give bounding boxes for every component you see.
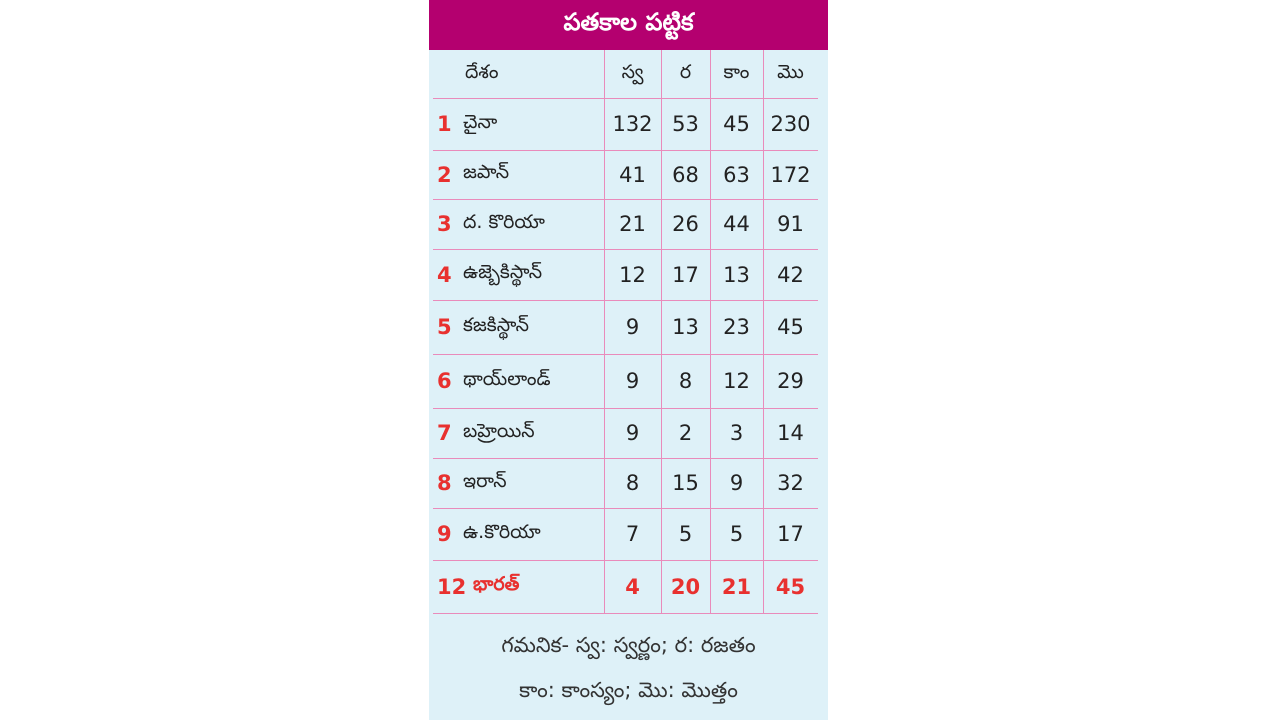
row-divider [433,249,818,250]
country: ఉ.కొరియా [463,520,541,543]
medal-count: 21 [721,574,752,599]
country: బహ్రెయిన్ [463,419,535,442]
medal-count: 21 [619,212,646,236]
medal-count: 45 [775,574,806,599]
country: చైనా [463,110,498,133]
rank: 9 [437,522,452,546]
medal-count: 91 [777,212,804,236]
column-divider [604,50,605,613]
medal-count: 32 [777,471,804,495]
row-divider [433,98,818,99]
medal-count: 9 [625,369,640,393]
country: భారత్ [473,573,520,595]
footnote: కాం: కాంస్యం; మొ: మొత్తం [519,678,738,702]
medal-count: 15 [672,471,699,495]
medal-count: 29 [777,369,804,393]
country: థాయ్‌లాండ్ [463,367,551,390]
rank: 12 [437,574,467,599]
footnote: గమనిక- స్వ: స్వర్ణం; ర: రజతం [501,633,756,657]
medal-count: 68 [672,162,699,187]
column-header: ర [679,60,692,83]
table-title: పతకాల పట్టిక [429,0,828,50]
rank: 2 [437,162,452,187]
medal-count: 4 [625,574,640,599]
medal-count: 53 [672,112,699,136]
medal-count: 17 [777,522,804,546]
rank: 8 [437,471,452,495]
medal-count: 5 [678,522,693,546]
medal-count: 45 [777,315,804,339]
row-divider [433,458,818,459]
medal-count: 230 [770,112,811,136]
row-divider [433,613,818,614]
rank: 4 [437,262,452,287]
medal-count: 42 [777,262,804,287]
medal-table-panel: పతకాల పట్టిక దేశం స్వ ర కాం మొ 1 చైనా 132 53 45 23… [429,0,828,720]
medal-count: 12 [723,369,750,393]
column-header: స్వ [621,60,644,83]
medal-count: 172 [770,162,811,187]
row-divider [433,408,818,409]
medal-count: 8 [625,471,640,495]
medal-count: 44 [723,212,750,236]
row-divider [433,354,818,355]
column-header: దేశం [465,60,499,83]
medal-count: 63 [723,162,750,187]
rank: 7 [437,421,452,445]
country: ఉజ్బెకిస్థాన్ [463,261,543,283]
medal-count: 132 [612,112,653,136]
medal-count: 9 [625,421,640,445]
row-divider [433,199,818,200]
row-divider [433,508,818,509]
medal-count: 7 [625,522,640,546]
rank: 5 [437,315,452,339]
medal-count: 2 [678,421,693,445]
medal-count: 17 [672,262,699,287]
row-divider [433,300,818,301]
column-header: కాం [723,60,750,83]
country: కజకిస్థాన్ [463,313,529,336]
medal-count: 8 [678,369,693,393]
column-header: మొ [777,60,804,83]
column-divider [710,50,711,613]
medal-count: 3 [729,421,744,445]
medal-count: 20 [670,574,701,599]
medal-count: 13 [672,315,699,339]
medal-count: 23 [723,315,750,339]
column-divider [763,50,764,613]
medal-count: 12 [619,262,646,287]
medal-count: 5 [729,522,744,546]
row-divider [433,560,818,561]
column-divider [661,50,662,613]
medal-count: 45 [723,112,750,136]
rank: 6 [437,369,452,393]
medal-count: 9 [625,315,640,339]
rank: 3 [437,212,452,236]
country: ద. కొరియా [463,210,545,233]
rank: 1 [437,112,452,136]
medal-count: 13 [723,262,750,287]
country: జపాన్ [463,161,510,183]
medal-count: 41 [619,162,646,187]
medal-count: 14 [777,421,804,445]
medal-count: 9 [729,471,744,495]
row-divider [433,150,818,151]
medal-count: 26 [672,212,699,236]
country: ఇరాన్ [463,469,507,492]
